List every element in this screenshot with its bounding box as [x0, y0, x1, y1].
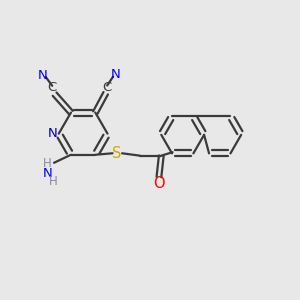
Text: H: H — [49, 175, 58, 188]
Text: C: C — [103, 81, 112, 94]
Text: N: N — [111, 68, 121, 81]
Text: S: S — [112, 146, 122, 161]
Text: N: N — [38, 69, 48, 82]
Text: O: O — [153, 176, 165, 191]
Text: N: N — [42, 167, 52, 180]
Text: N: N — [47, 127, 57, 140]
Text: C: C — [48, 81, 57, 94]
Text: H: H — [43, 157, 52, 170]
